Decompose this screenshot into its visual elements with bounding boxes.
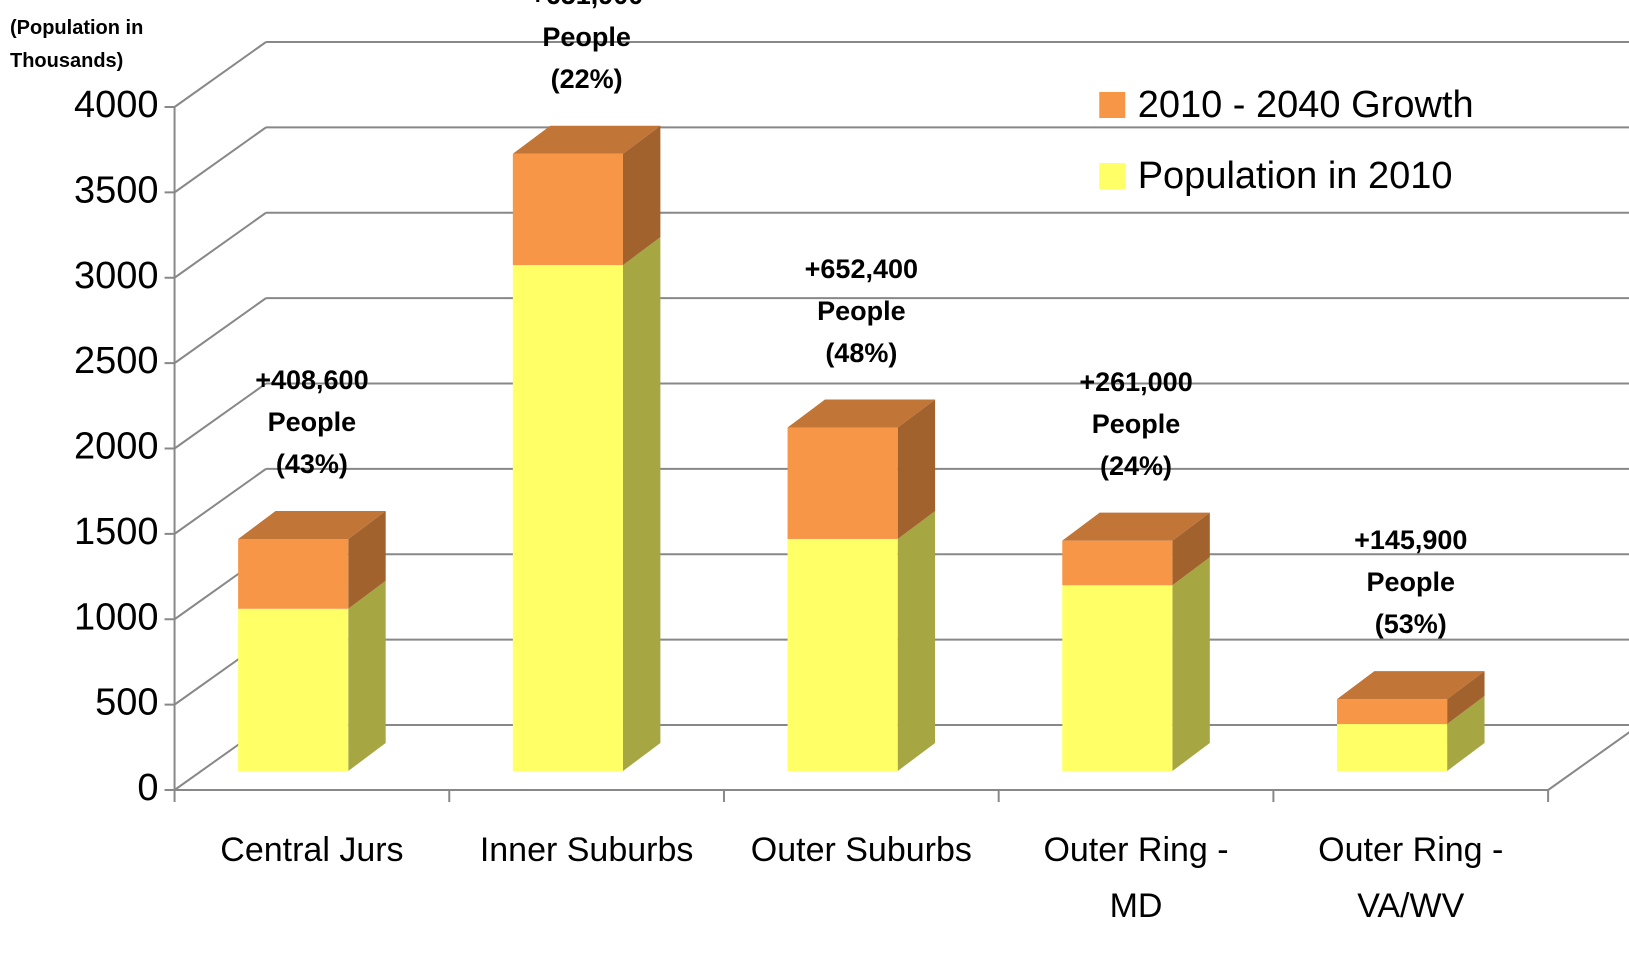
y-tick-label: 2000	[74, 426, 159, 468]
bar	[1336, 724, 1448, 771]
bar	[238, 608, 349, 771]
legend-label: Population in 2010	[1138, 155, 1453, 197]
bar-top	[512, 125, 661, 154]
data-label: +651,900 People (22%)	[530, 0, 643, 94]
bar-side	[622, 125, 661, 266]
bar-side	[622, 237, 661, 771]
bar-side	[1172, 512, 1210, 586]
y-tick-label: 1000	[74, 596, 159, 638]
grid-line	[173, 297, 267, 364]
x-tick-label: Outer Ring - MD	[1043, 831, 1229, 925]
x-tick-label: Inner Suburbs	[479, 831, 694, 869]
bar	[238, 539, 349, 609]
bar-side	[348, 511, 386, 609]
bar	[512, 153, 623, 266]
x-tick-label: Outer Suburbs	[750, 831, 972, 869]
grid-line	[173, 41, 267, 108]
bar	[1336, 699, 1448, 725]
bar-side	[897, 510, 936, 771]
bar	[787, 538, 898, 771]
bar-side	[1447, 696, 1485, 771]
grid-line	[173, 126, 267, 194]
data-label: +408,600 People (43%)	[255, 365, 369, 480]
grid-line	[173, 211, 267, 279]
bar	[1062, 585, 1173, 771]
bar-side	[1447, 671, 1485, 725]
legend-label: 2010 - 2040 Growth	[1138, 84, 1474, 126]
grid-line	[173, 468, 267, 535]
x-tick-label: Outer Ring - VA/WV	[1318, 831, 1504, 925]
legend-swatch	[1099, 92, 1126, 118]
data-label: +261,000 People (24%)	[1079, 366, 1193, 481]
y-tick-label: 500	[95, 682, 158, 724]
data-label: +145,900 People (53%)	[1354, 525, 1468, 640]
y-tick-label: 3000	[74, 255, 159, 297]
bar-top	[1336, 671, 1485, 700]
bar-side	[348, 580, 386, 771]
y-tick-label: 2500	[74, 340, 159, 382]
floor-edge	[1547, 731, 1629, 791]
grid-line	[173, 382, 267, 450]
bar	[787, 427, 898, 539]
bar	[1062, 540, 1173, 586]
y-tick-label: 0	[137, 767, 158, 809]
y-axis-label: (Population in Thousands)	[10, 17, 144, 72]
bar-side	[897, 399, 936, 539]
bar-side	[1172, 557, 1210, 771]
x-tick-label: Central Jurs	[220, 831, 404, 869]
legend-swatch	[1099, 163, 1126, 189]
bar-top	[787, 399, 936, 428]
bar-top	[1062, 512, 1210, 541]
y-tick-label: 4000	[74, 84, 159, 126]
data-label: +652,400 People (48%)	[804, 253, 919, 368]
y-tick-label: 1500	[74, 511, 159, 553]
y-tick-label: 3500	[74, 169, 159, 211]
bar-top	[238, 511, 386, 540]
bar	[512, 265, 623, 771]
